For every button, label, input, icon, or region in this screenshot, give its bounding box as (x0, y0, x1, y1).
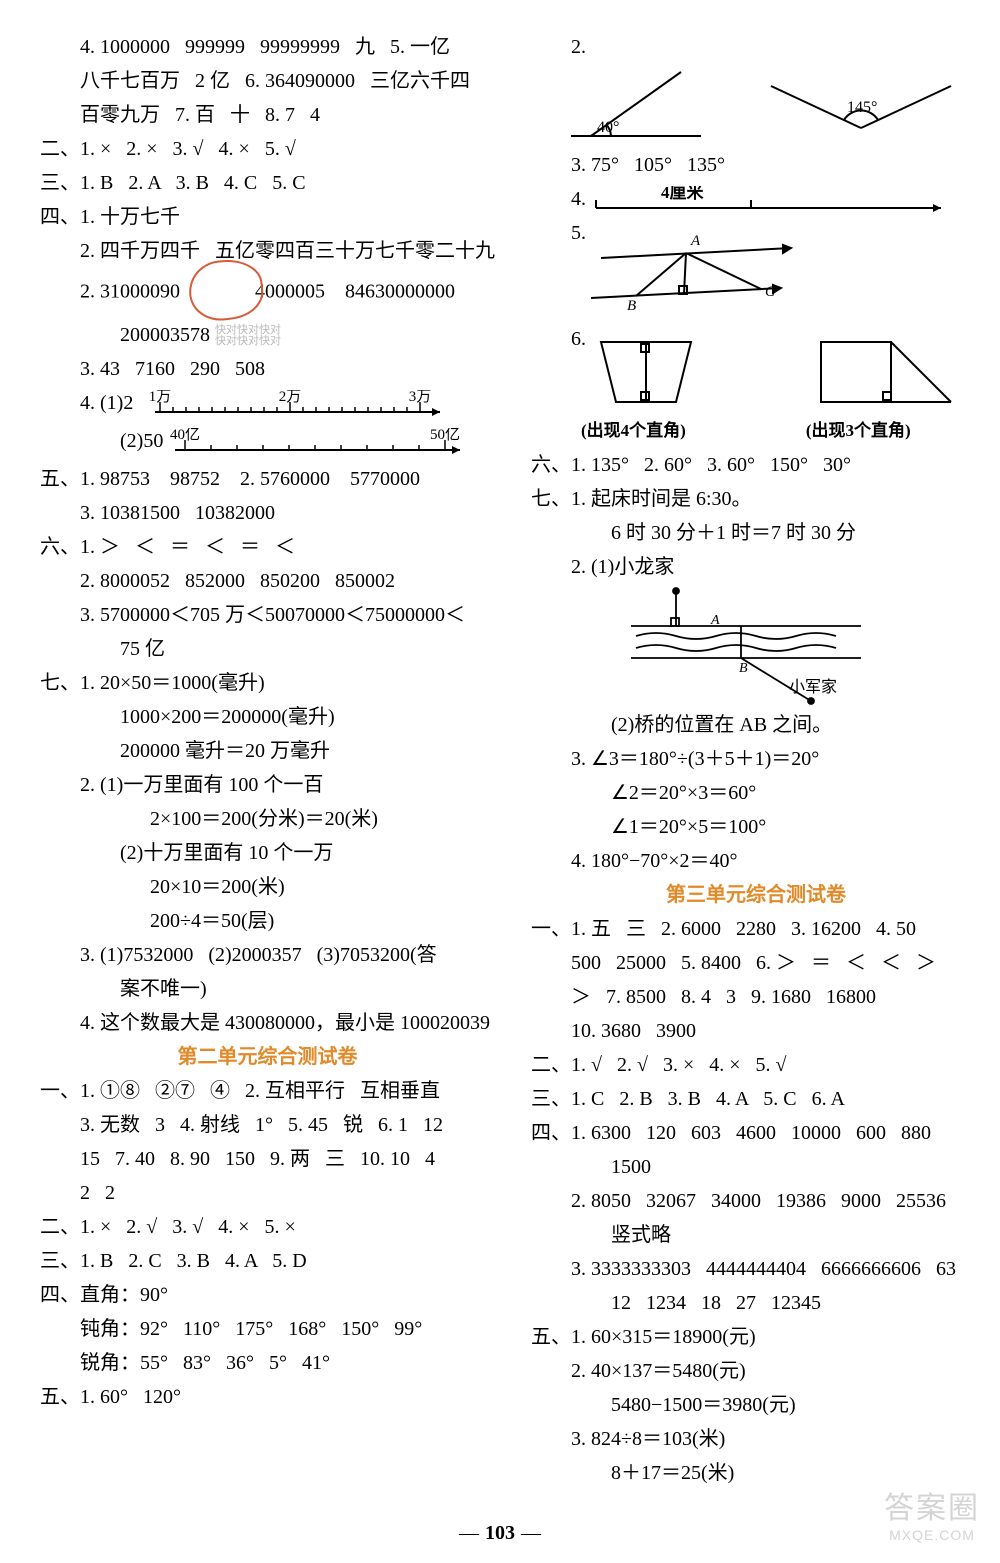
page-number: 103 (0, 1522, 1000, 1545)
text-line: 三、1. B 2. A 3. B 4. C 5. C (40, 166, 495, 200)
left-column: 4. 1000000 999999 99999999 九 5. 一亿八千七百万 … (40, 30, 509, 1490)
text-line: 75 亿 (40, 632, 495, 666)
svg-text:4厘米: 4厘米 (661, 186, 704, 202)
number-line-2: 40亿 50亿 (170, 428, 495, 462)
text-line: 百零九万 7. 百 十 8. 7 4 (40, 98, 495, 132)
text-line: 200000 毫升＝20 万毫升 (40, 734, 495, 768)
svg-text:50亿: 50亿 (430, 428, 460, 443)
text-line: 2. 8000052 852000 850200 850002 (40, 564, 495, 598)
svg-text:B: B (627, 298, 636, 314)
text-line: 二、1. × 2. × 3. √ 4. × 5. √ (40, 132, 495, 166)
svg-text:A: A (710, 613, 720, 628)
text-line: 钝角：92° 110° 175° 168° 150° 99° (40, 1312, 495, 1346)
svg-text:B: B (739, 661, 748, 676)
text-line: 三、1. C 2. B 3. B 4. A 5. C 6. A (531, 1082, 981, 1116)
text-line: 六、1. 135° 2. 60° 3. 60° 150° 30° (531, 448, 981, 482)
text-line: 五、1. 60×315＝18900(元) (531, 1320, 981, 1354)
text-line: 500 25000 5. 8400 6. ＞ ＝ ＜ ＜ ＞ (531, 946, 981, 980)
page: 4. 1000000 999999 99999999 九 5. 一亿八千七百万 … (0, 0, 1000, 1490)
text-line: 2. (1)小龙家 (531, 550, 981, 584)
text-line: 案不唯一) (40, 972, 495, 1006)
watermark: 答案圈 MXQE.COM (884, 1483, 980, 1543)
text-line: 2×100＝200(分米)＝20(米) (40, 802, 495, 836)
text-line: 2. 40×137＝5480(元) (531, 1354, 981, 1388)
svg-text:40°: 40° (597, 119, 619, 136)
text-line: ∠1＝20°×5＝100° (531, 810, 981, 844)
text-line: 200÷4＝50(层) (40, 904, 495, 938)
text-line: 4. 180°−70°×2＝40° (531, 844, 981, 878)
text-line: 一、1. 五 三 2. 6000 2280 3. 16200 4. 50 (531, 912, 981, 946)
text-line: (2)桥的位置在 AB 之间。 (531, 708, 981, 742)
svg-text:40亿: 40亿 (170, 428, 200, 443)
text-line: 3. (1)7532000 (2)2000357 (3)7053200(答 (40, 938, 495, 972)
angle-diagrams: 40° 145° (551, 66, 981, 146)
svg-text:2万: 2万 (279, 390, 302, 405)
text-line: 五、1. 60° 120° (40, 1380, 495, 1414)
text-line: 3. 3333333303 4444444404 6666666606 63 (531, 1252, 981, 1286)
text-line: 12 1234 18 27 12345 (531, 1286, 981, 1320)
text-line: 2 2 (40, 1176, 495, 1210)
text-line: 6 时 30 分＋1 时＝7 时 30 分 (531, 516, 981, 550)
text-line: 3. 无数 3 4. 射线 1° 5. 45 锐 6. 1 12 (40, 1108, 495, 1142)
text-line: 三、1. B 2. C 3. B 4. A 5. D (40, 1244, 495, 1278)
text-line: ＞ 7. 8500 8. 4 3 9. 1680 16800 (531, 980, 981, 1014)
text-line: 5480−1500＝3980(元) (531, 1388, 981, 1422)
text-line: 六、1. ＞ ＜ ＝ ＜ ＝ ＜ (40, 530, 495, 564)
svg-text:145°: 145° (847, 99, 877, 116)
text-line: 七、1. 20×50＝1000(毫升) (40, 666, 495, 700)
text-line: 3. 824÷8＝103(米) (531, 1422, 981, 1456)
text-line: 3. 5700000＜705 万＜50070000＜75000000＜ (40, 598, 495, 632)
text-line: 200003578 快对快对快对快对快对快对 (40, 318, 495, 352)
shape-annotations: (出现4个直角)(出现3个直角) (581, 414, 981, 448)
text-line: 1500 (531, 1150, 981, 1184)
text-line: 八千七百万 2 亿 6. 364090000 三亿六千四 (40, 64, 495, 98)
text-line: 3. 43 7160 290 508 (40, 352, 495, 386)
text-line: 3. ∠3＝180°÷(3＋5＋1)＝20° (531, 742, 981, 776)
text-line: 3. 10381500 10382000 (40, 496, 495, 530)
segment-4cm: 4厘米 (591, 186, 981, 214)
svg-text:小军家: 小军家 (789, 678, 837, 696)
text-line: 1000×200＝200000(毫升) (40, 700, 495, 734)
text-line: 第三单元综合测试卷 (531, 878, 981, 912)
text-line: 2. (531, 30, 981, 64)
triangle-parallel: A B C (591, 230, 981, 320)
text-line: 2. 四千万四千 五亿零四百三十万七千零二十九 (40, 234, 495, 268)
text-line: 10. 3680 3900 (531, 1014, 981, 1048)
svg-text:3万: 3万 (409, 390, 432, 405)
svg-text:1万: 1万 (150, 390, 171, 405)
text-line: 20×10＝200(米) (40, 870, 495, 904)
text-line: 五、1. 98753 98752 2. 5760000 5770000 (40, 462, 495, 496)
text-line: 锐角：55° 83° 36° 5° 41° (40, 1346, 495, 1380)
river-diagram: A B 小军家 (621, 586, 981, 706)
right-column: 2. 40° 145° 3. 75° 105° 135°4. 4厘米 5. A … (517, 30, 981, 1490)
text-line: 15 7. 40 8. 90 150 9. 两 三 10. 10 4 (40, 1142, 495, 1176)
text-line: 4. 这个数最大是 430080000，最小是 100020039 (40, 1006, 495, 1040)
right-angle-shapes (581, 332, 981, 412)
text-line: 一、1. ①⑧ ②⑦ ④ 2. 互相平行 互相垂直 (40, 1074, 495, 1108)
text-line: 七、1. 起床时间是 6:30。 (531, 482, 981, 516)
text-line: 四、直角：90° (40, 1278, 495, 1312)
text-line: 4. 1000000 999999 99999999 九 5. 一亿 (40, 30, 495, 64)
text-line: 3. 75° 105° 135° (531, 148, 981, 182)
watermark-text: 答案圈 (884, 1492, 980, 1525)
text-line: ∠2＝20°×3＝60° (531, 776, 981, 810)
text-line: 2. (1)一万里面有 100 个一百 (40, 768, 495, 802)
text-line: 2. 31000090 4000005 84630000000 (40, 268, 495, 318)
svg-text:C: C (765, 284, 776, 300)
text-line: 2. 8050 32067 34000 19386 9000 25536 (531, 1184, 981, 1218)
text-line: 四、1. 十万七千 (40, 200, 495, 234)
text-line: 四、1. 6300 120 603 4600 10000 600 880 (531, 1116, 981, 1150)
number-line-1: 1万 2万 3万 (150, 390, 495, 424)
text-line: 二、1. √ 2. √ 3. × 4. × 5. √ (531, 1048, 981, 1082)
svg-text:A: A (690, 233, 701, 249)
text-line: 二、1. × 2. √ 3. √ 4. × 5. × (40, 1210, 495, 1244)
text-line: (2)十万里面有 10 个一万 (40, 836, 495, 870)
text-line: 第二单元综合测试卷 (40, 1040, 495, 1074)
watermark-url: MXQE.COM (884, 1527, 980, 1543)
text-line: 竖式略 (531, 1218, 981, 1252)
